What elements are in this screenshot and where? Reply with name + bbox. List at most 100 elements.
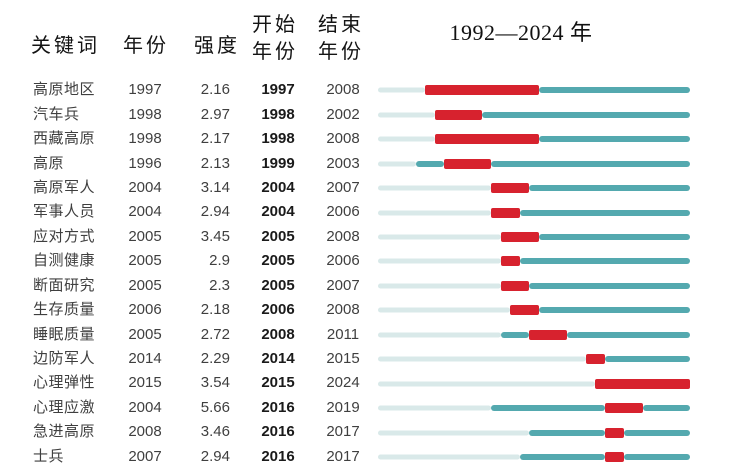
bar-segment-burst (510, 305, 539, 316)
bar-segment-burst (595, 378, 690, 389)
end-year-cell: 2003 (326, 154, 360, 172)
end-year-cell: 2011 (326, 325, 360, 343)
bar-segment-burst (529, 329, 568, 340)
bar-segment-burst (444, 158, 492, 169)
column-header-strength: 强度 (194, 35, 240, 57)
bar-segment-pre-appearance (378, 283, 501, 289)
bar-segment-pre-appearance (378, 405, 492, 411)
strength-cell: 2.97 (200, 105, 230, 123)
table-row: 睡眠质量 2005 2.72 2008 2011 (0, 323, 753, 347)
strength-cell: 2.13 (200, 154, 230, 172)
begin-year-cell: 2016 (261, 398, 295, 416)
bar-segment-active-after-burst (482, 111, 690, 118)
end-year-cell: 2002 (326, 105, 360, 123)
year-cell: 2007 (128, 447, 162, 465)
keyword-cell: 心理应激 (33, 398, 96, 416)
bar-segment-pre-appearance (378, 136, 435, 142)
year-cell: 2015 (128, 374, 162, 392)
column-header-end-line2: 年份 (318, 41, 364, 63)
table-row: 心理应激 2004 5.66 2016 2019 (0, 396, 753, 420)
keyword-cell: 军事人员 (33, 203, 96, 221)
table-row: 汽车兵 1998 2.97 1998 2002 (0, 103, 753, 127)
bar-segment-active-after-burst (529, 185, 690, 192)
keyword-cell: 心理弹性 (33, 374, 96, 392)
table-row: 高原军人 2004 3.14 2004 2007 (0, 176, 753, 200)
column-header-end-line1: 结束 (318, 14, 364, 36)
strength-cell: 3.46 (200, 423, 230, 441)
bar-segment-active-after-burst (538, 307, 690, 314)
end-year-cell: 2017 (326, 447, 360, 465)
keyword-cell: 断面研究 (33, 276, 96, 294)
bar-segment-active-before-burst (519, 453, 605, 460)
keyword-cell: 高原 (33, 154, 65, 172)
table-row: 士兵 2007 2.94 2016 2017 (0, 445, 753, 469)
bar-segment-burst (500, 232, 539, 243)
bar-segment-burst (604, 403, 643, 414)
bar-segment-pre-appearance (378, 454, 520, 460)
bar-segment-burst (604, 427, 624, 438)
bar-segment-active-after-burst (519, 258, 690, 265)
end-year-cell: 2008 (326, 227, 360, 245)
keyword-cell: 应对方式 (33, 227, 96, 245)
bar-segment-pre-appearance (378, 356, 586, 362)
bar-segment-active-before-burst (529, 429, 605, 436)
bar-segment-pre-appearance (378, 234, 501, 240)
year-cell: 2008 (128, 423, 162, 441)
strength-cell: 2.72 (200, 325, 230, 343)
begin-year-cell: 2016 (261, 423, 295, 441)
bar-segment-active-before-burst (500, 331, 530, 338)
bar-segment-active-after-burst (538, 136, 690, 143)
keyword-cell: 高原地区 (33, 81, 96, 99)
table-row: 生存质量 2006 2.18 2006 2008 (0, 298, 753, 322)
end-year-cell: 2017 (326, 423, 360, 441)
year-cell: 2006 (128, 301, 162, 319)
bar-segment-pre-appearance (378, 161, 416, 167)
end-year-cell: 2019 (326, 398, 360, 416)
strength-cell: 2.29 (200, 350, 230, 368)
bar-segment-pre-appearance (378, 112, 435, 118)
bar-segment-burst (434, 109, 482, 120)
begin-year-cell: 2005 (261, 276, 295, 294)
bar-segment-active-before-burst (415, 160, 445, 167)
year-cell: 1998 (128, 105, 162, 123)
begin-year-cell: 2015 (261, 374, 295, 392)
bar-segment-pre-appearance (378, 307, 511, 313)
year-cell: 2005 (128, 252, 162, 270)
bar-segment-active-after-burst (623, 429, 690, 436)
bar-segment-burst (500, 256, 520, 267)
strength-cell: 2.94 (200, 203, 230, 221)
chart-title: 1992—2024 年 (449, 20, 593, 45)
year-cell: 2004 (128, 398, 162, 416)
strength-cell: 2.3 (209, 276, 230, 294)
bar-segment-active-after-burst (604, 356, 690, 363)
begin-year-cell: 2008 (261, 325, 295, 343)
year-cell: 1997 (128, 81, 162, 99)
begin-year-cell: 1998 (261, 130, 295, 148)
begin-year-cell: 2016 (261, 447, 295, 465)
table-row: 西藏高原 1998 2.17 1998 2008 (0, 127, 753, 151)
begin-year-cell: 2006 (261, 301, 295, 319)
table-row: 自测健康 2005 2.9 2005 2006 (0, 249, 753, 273)
keyword-cell: 士兵 (33, 447, 65, 465)
bar-segment-burst (425, 85, 539, 96)
year-cell: 2005 (128, 276, 162, 294)
keyword-cell: 急进高原 (33, 423, 96, 441)
bar-segment-active-after-burst (538, 87, 690, 94)
table-row: 应对方式 2005 3.45 2005 2008 (0, 225, 753, 249)
table-row: 断面研究 2005 2.3 2005 2007 (0, 274, 753, 298)
keyword-cell: 睡眠质量 (33, 325, 96, 343)
column-header-begin-year: 开始 年份 (245, 12, 305, 66)
bar-segment-active-after-burst (623, 453, 690, 460)
strength-cell: 2.16 (200, 81, 230, 99)
bar-segment-pre-appearance (378, 87, 426, 93)
keyword-cell: 生存质量 (33, 301, 96, 319)
bar-segment-burst (500, 280, 530, 291)
bar-segment-pre-appearance (378, 430, 530, 435)
strength-cell: 2.18 (200, 301, 230, 319)
bar-segment-active-after-burst (567, 331, 690, 338)
table-row: 急进高原 2008 3.46 2016 2017 (0, 420, 753, 444)
bar-segment-pre-appearance (378, 332, 501, 338)
keyword-cell: 西藏高原 (33, 130, 96, 148)
begin-year-cell: 2005 (261, 252, 295, 270)
